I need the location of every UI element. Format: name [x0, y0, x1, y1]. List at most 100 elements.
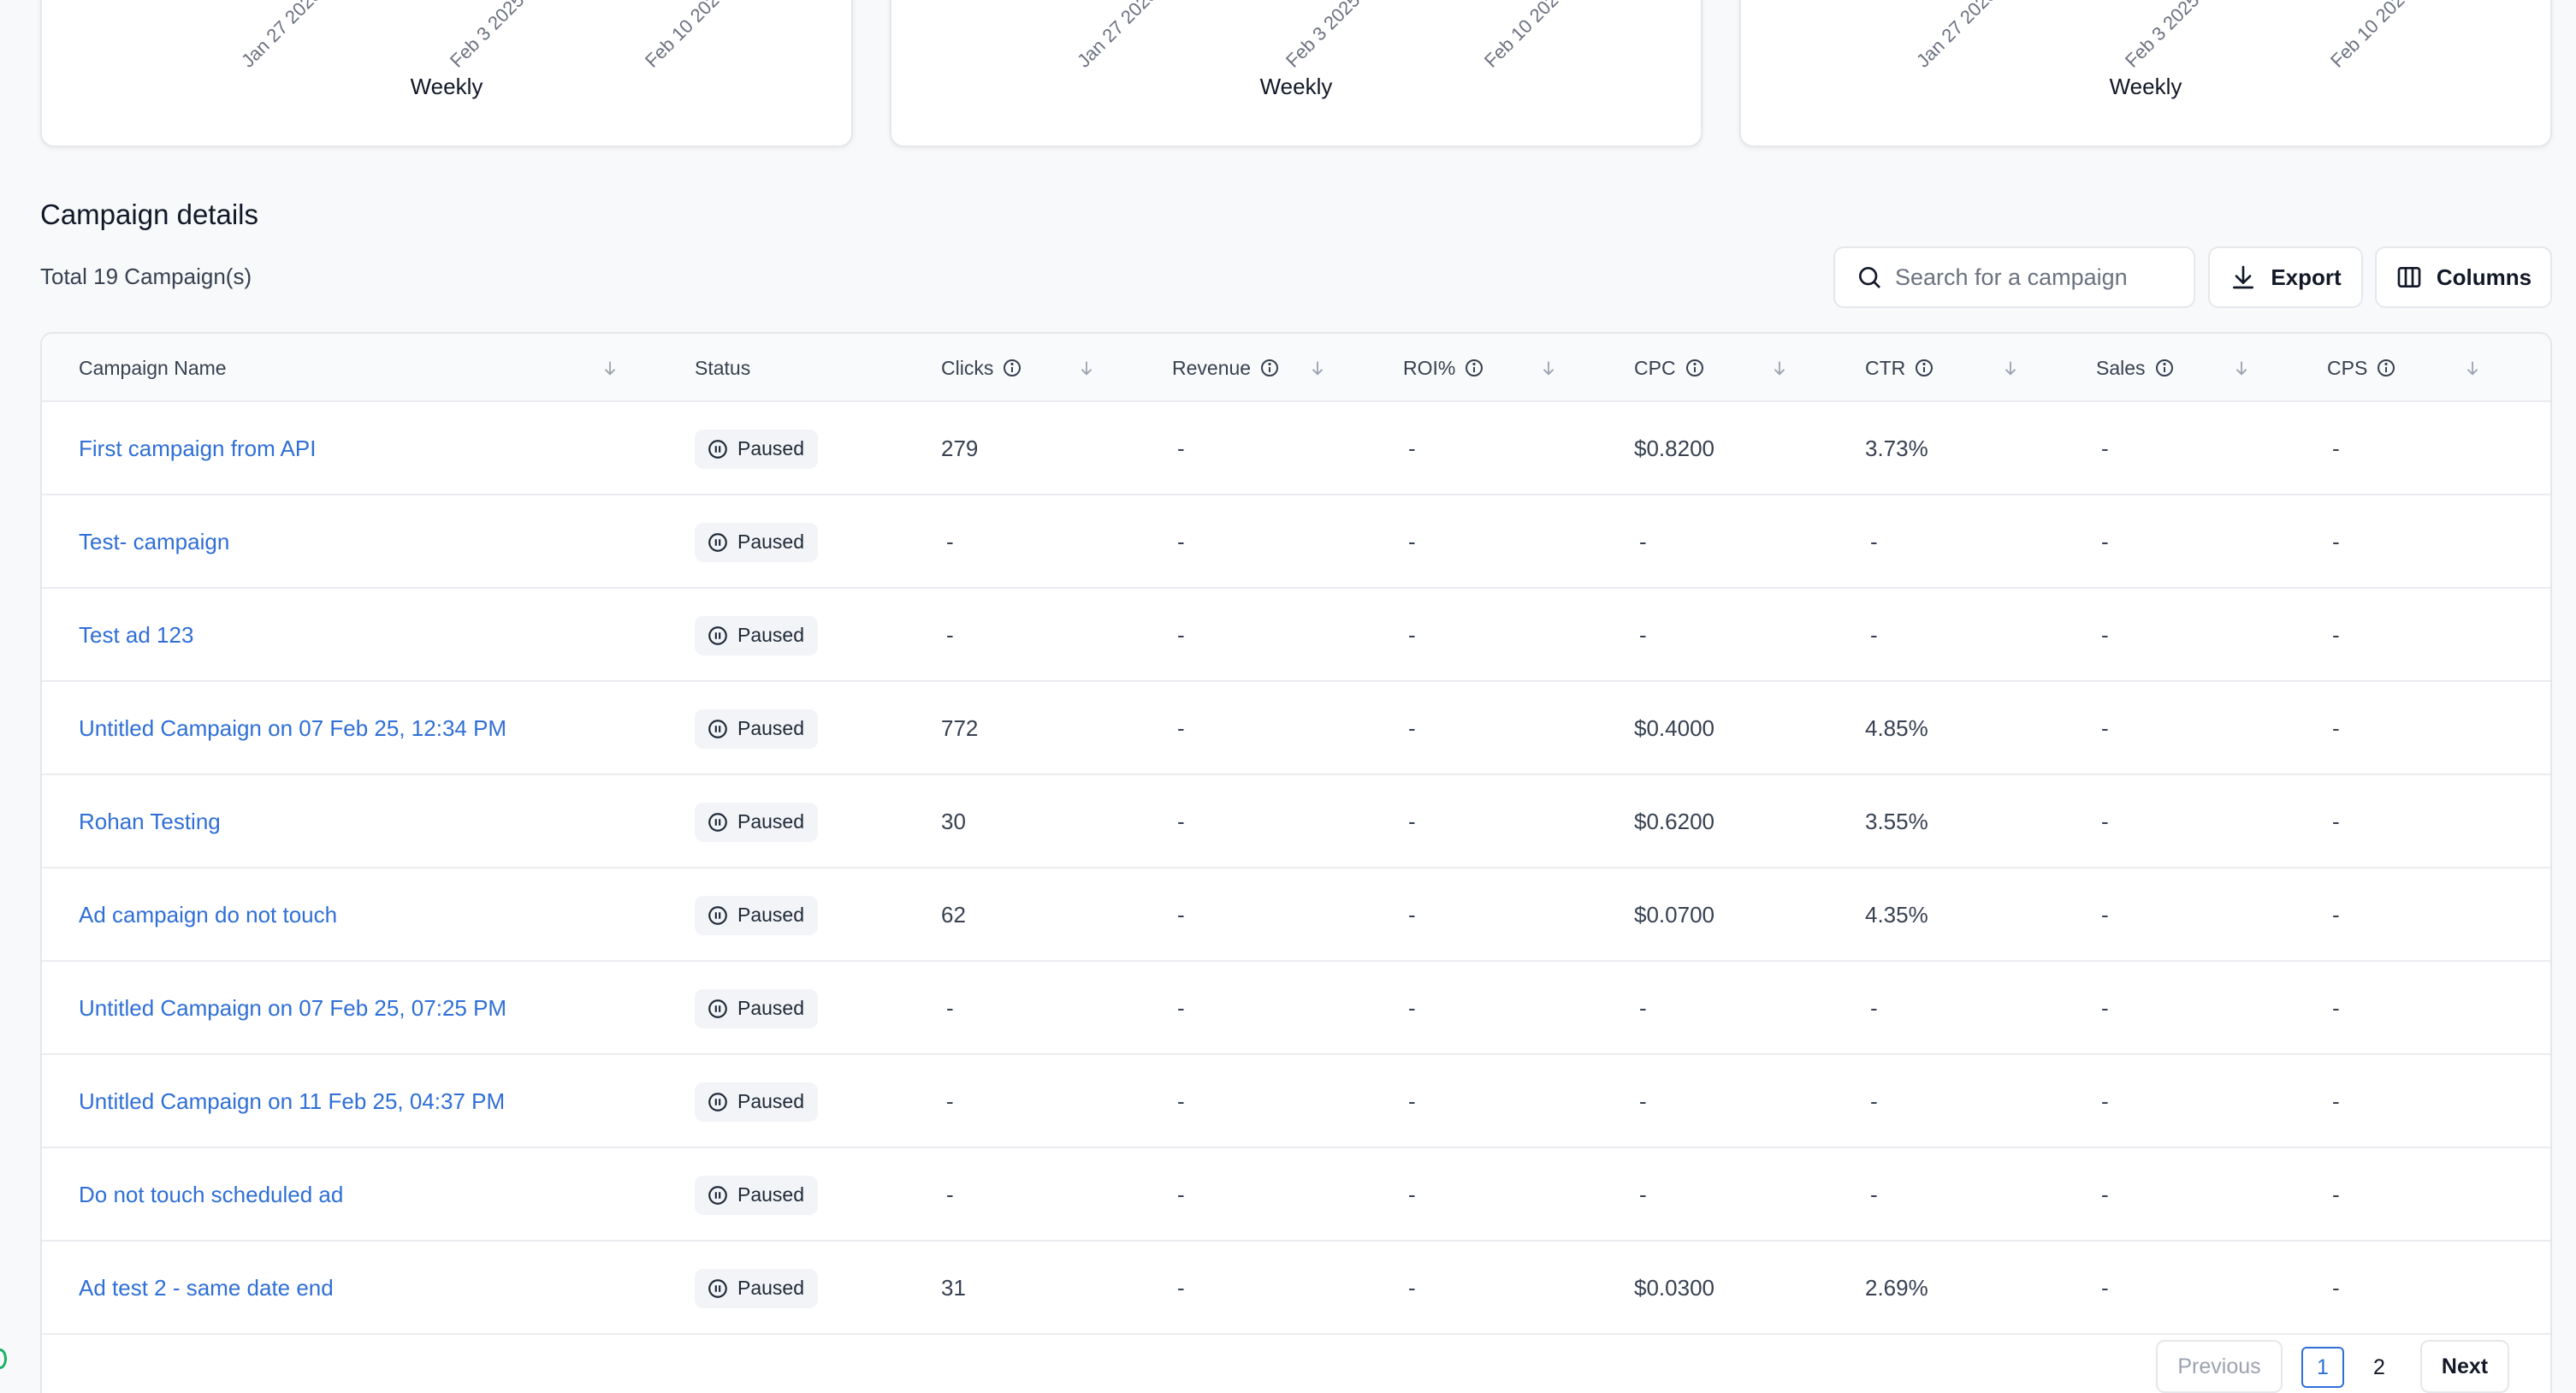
col-header-sales[interactable]: Sales: [2096, 334, 2175, 402]
cpc-cell: -: [1639, 529, 1647, 554]
campaign-name-link[interactable]: Test- campaign: [79, 529, 230, 554]
campaign-name-link[interactable]: Ad campaign do not touch: [79, 902, 338, 928]
columns-label: Columns: [2436, 264, 2532, 290]
sort-arrow-icon[interactable]: [1770, 358, 1789, 378]
col-header-roi[interactable]: ROI%: [1403, 334, 1484, 402]
sort-arrow-icon[interactable]: [2463, 358, 2482, 378]
page-number-2[interactable]: 2: [2373, 1354, 2385, 1379]
campaign-name-link[interactable]: Ad test 2 - same date end: [79, 1275, 334, 1301]
export-button[interactable]: Export: [2208, 246, 2363, 308]
search-box[interactable]: [1833, 246, 2195, 308]
x-axis-label: Weekly: [2109, 74, 2182, 99]
info-icon[interactable]: [1002, 358, 1022, 378]
revenue-cell: -: [1177, 1088, 1185, 1114]
status-label: Paused: [737, 624, 805, 646]
section-title: Campaign details: [40, 199, 258, 230]
info-icon[interactable]: [2376, 358, 2396, 378]
campaign-name-link[interactable]: First campaign from API: [79, 436, 317, 461]
clicks-cell: 772: [941, 715, 979, 741]
campaign-name-link[interactable]: Untitled Campaign on 07 Feb 25, 07:25 PM: [79, 995, 507, 1021]
status-label: Paused: [737, 1183, 805, 1206]
table-header: Campaign Name Status Clicks Revenue ROI%…: [42, 334, 2550, 402]
sort-arrow-icon[interactable]: [1077, 358, 1096, 378]
info-icon[interactable]: [1685, 358, 1705, 378]
download-icon: [2233, 265, 2254, 289]
ctr-cell: -: [1870, 1182, 1878, 1207]
columns-button[interactable]: Columns: [2375, 246, 2552, 308]
sort-arrow-icon[interactable]: [1539, 358, 1558, 378]
cps-cell: -: [2332, 995, 2340, 1021]
campaign-name-link[interactable]: Do not touch scheduled ad: [79, 1182, 344, 1207]
campaign-name-link[interactable]: Rohan Testing: [79, 809, 221, 834]
col-header-cpc[interactable]: CPC: [1634, 334, 1705, 402]
roi-cell: -: [1408, 622, 1416, 648]
sort-arrow-icon[interactable]: [601, 358, 619, 378]
status-cell: Paused: [695, 1242, 819, 1335]
col-header-cps[interactable]: CPS: [2327, 334, 2396, 402]
campaign-name-link[interactable]: Untitled Campaign on 11 Feb 25, 04:37 PM: [79, 1088, 506, 1114]
x-tick-label: Jan 27 2025: [1912, 0, 2001, 72]
cps-cell: -: [2332, 1182, 2340, 1207]
campaign-name-link[interactable]: Test ad 123: [79, 622, 194, 648]
sales-cell: -: [2101, 1182, 2109, 1207]
status-label: Paused: [737, 904, 805, 926]
pause-icon: [708, 625, 727, 645]
next-page-button[interactable]: Next: [2420, 1340, 2509, 1393]
chart-card-1: Jan 27 2025 Feb 3 2025 Feb 10 2025 Weekl…: [40, 0, 853, 147]
clicks-cell: 62: [941, 902, 966, 928]
col-header-name[interactable]: Campaign Name: [79, 356, 227, 379]
col-header-revenue[interactable]: Revenue: [1172, 334, 1280, 402]
previous-page-button[interactable]: Previous: [2156, 1340, 2283, 1393]
pause-icon: [708, 999, 727, 1018]
pause-icon: [708, 1092, 727, 1111]
sort-arrow-icon[interactable]: [1308, 358, 1327, 378]
ctr-cell: -: [1870, 622, 1878, 648]
pause-icon: [708, 719, 727, 738]
roi-cell: -: [1408, 1088, 1416, 1114]
pause-icon: [708, 812, 727, 832]
sort-arrow-icon[interactable]: [2232, 358, 2251, 378]
info-icon[interactable]: [1259, 358, 1280, 378]
col-header-ctr[interactable]: CTR: [1865, 334, 1934, 402]
revenue-cell: -: [1177, 436, 1185, 461]
col-header-clicks[interactable]: Clicks: [941, 334, 1022, 402]
ctr-cell: 4.85%: [1865, 715, 1928, 741]
roi-cell: -: [1408, 436, 1416, 461]
campaign-name-link[interactable]: Untitled Campaign on 07 Feb 25, 12:34 PM: [79, 715, 507, 741]
x-tick-label: Feb 3 2025: [1282, 0, 1365, 72]
status-cell: Paused: [695, 1055, 819, 1148]
status-badge: Paused: [695, 1268, 819, 1308]
cpc-cell: $0.0700: [1634, 902, 1714, 928]
x-axis-label: Weekly: [410, 74, 483, 99]
status-cell: Paused: [695, 962, 819, 1055]
sales-cell: -: [2101, 809, 2109, 834]
clicks-cell: -: [946, 1182, 954, 1207]
search-input[interactable]: [1895, 264, 2186, 291]
sort-arrow-icon[interactable]: [2001, 358, 2020, 378]
chart-card-2: Jan 27 2025 Feb 3 2025 Feb 10 2025 Weekl…: [890, 0, 1703, 147]
cps-cell: -: [2332, 529, 2340, 554]
page-number-1[interactable]: 1: [2301, 1347, 2344, 1388]
revenue-cell: -: [1177, 995, 1185, 1021]
info-icon[interactable]: [1914, 358, 1934, 378]
roi-cell: -: [1408, 529, 1416, 554]
status-label: Paused: [737, 437, 805, 459]
info-icon[interactable]: [2154, 358, 2175, 378]
table-row: Untitled Campaign on 07 Feb 25, 07:25 PM…: [42, 962, 2550, 1055]
roi-cell: -: [1408, 715, 1416, 741]
info-icon[interactable]: [1464, 358, 1484, 378]
status-label: Paused: [737, 997, 805, 1019]
status-badge: Paused: [695, 708, 819, 749]
cpc-cell: -: [1639, 622, 1647, 648]
status-badge: Paused: [695, 988, 819, 1028]
sales-cell: -: [2101, 715, 2109, 741]
cps-cell: -: [2332, 809, 2340, 834]
sales-cell: -: [2101, 902, 2109, 928]
roi-cell: -: [1408, 1275, 1416, 1301]
sales-cell: -: [2101, 995, 2109, 1021]
cpc-cell: $0.0300: [1634, 1275, 1714, 1301]
pause-icon: [708, 532, 727, 552]
table-row: Rohan Testing Paused 30 - - $0.6200 3.55% - -: [42, 775, 2550, 868]
sales-cell: -: [2101, 529, 2109, 554]
